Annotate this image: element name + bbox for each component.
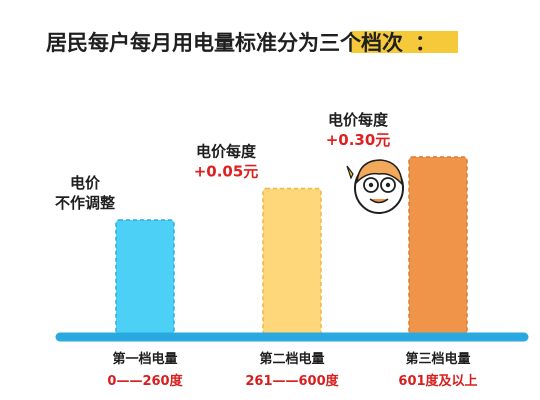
title-highlight: 三个档次 [319, 31, 403, 55]
title-suffix: ： [415, 31, 436, 55]
bar-tier-3 [408, 156, 468, 338]
annotation-price-tier-3: +0.30元 [326, 131, 391, 149]
bar-tier-1 [115, 219, 175, 338]
title-prefix: 居民每户每月用电量标准分为 [46, 31, 319, 55]
annotation-price-tier-2: +0.05元 [194, 163, 259, 181]
bars-group [115, 156, 468, 338]
title-group: 居民每户每月用电量标准分为三个档次 ： [46, 31, 458, 55]
annotation-label-tier-1-line-1: 电价 [70, 174, 101, 192]
title-highlight-bg [351, 31, 458, 53]
cartoon-face-icon [346, 159, 404, 214]
category-labels: 第一档电量 0——260度 第二档电量 261——600度 第三档电量 601度及以上 [107, 351, 477, 389]
bar-tier-2 [262, 187, 322, 338]
range-label-tier-3: 601度及以上 [398, 373, 477, 389]
page-title: 居民每户每月用电量标准分为三个档次 ： [46, 31, 436, 55]
annotation-label-tier-3-line-1: 电价每度 [328, 111, 389, 129]
category-label-tier-1: 第一档电量 [112, 351, 177, 367]
annotation-label-tier-1-line-2: 不作调整 [55, 194, 115, 212]
category-label-tier-2: 第二档电量 [259, 351, 324, 367]
annotation-label-tier-2-line-1: 电价每度 [196, 143, 257, 161]
range-label-tier-1: 0——260度 [107, 373, 183, 389]
category-label-tier-3: 第三档电量 [405, 351, 470, 367]
range-label-tier-2: 261——600度 [245, 373, 339, 389]
